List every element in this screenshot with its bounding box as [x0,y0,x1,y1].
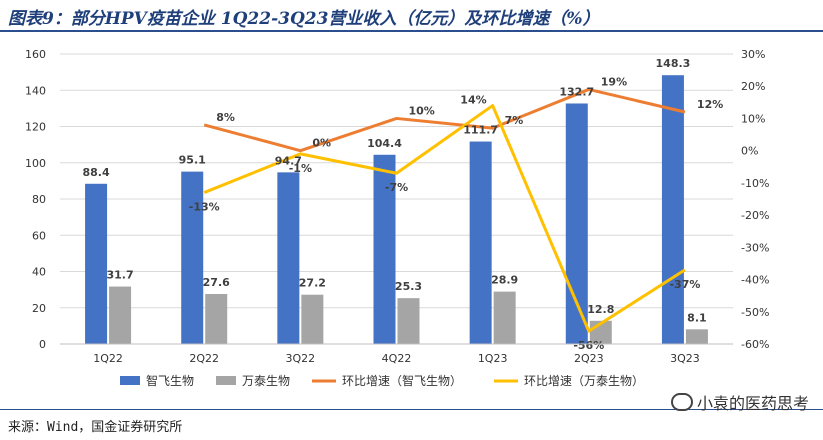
watermark-text: 小袁的医药思考 [696,394,809,413]
y-tick-label: 160 [25,48,46,61]
bar [469,141,492,344]
line-data-label: -13% [189,201,220,214]
bar-data-label: 88.4 [83,166,110,179]
y2-tick-label: -40% [741,274,769,287]
line-data-label: 7% [505,114,524,127]
y2-tick-label: -60% [741,338,769,351]
wechat-icon [670,393,693,411]
y-tick-label: 0 [39,338,46,351]
line-data-label: -37% [669,278,700,291]
bar-series [85,75,708,345]
y-tick-label: 20 [32,302,46,315]
line-data-label: -56% [573,339,604,352]
bar-data-label: 28.9 [491,274,518,287]
bar [685,329,708,344]
axes: 0 20 40 60 80 100 120 140 160 30% 20% 10% 0% -10% -20%… [25,48,769,365]
y2-tick-label: 10% [741,112,765,125]
grid-lines [60,53,733,345]
bar-data-label: 12.8 [587,303,614,316]
line-series [203,87,686,333]
y2-tick-label: 20% [741,80,765,93]
line-data-label: 10% [409,104,435,117]
y-tick-label: 80 [32,193,46,206]
line-data-label: 19% [601,75,627,88]
series-line [203,87,686,153]
legend-swatch [120,376,140,385]
line-data-label: 12% [697,98,723,111]
line-data-label: 8% [216,111,235,124]
x-tick-label: 4Q22 [382,352,412,365]
bar-data-label: 111.7 [463,124,498,137]
bar-data-label: 27.6 [203,276,230,289]
y2-tick-label: -20% [741,209,769,222]
bar-data-label: 132.7 [559,85,594,98]
bar [85,183,108,344]
bar-data-label: 8.1 [687,311,707,324]
bar [181,171,204,344]
x-tick-label: 1Q23 [478,352,508,365]
title-divider [0,30,823,32]
series-line [203,104,686,333]
y2-tick-label: 30% [741,48,765,61]
bar [565,103,588,344]
y-tick-label: 120 [25,121,46,134]
bar [661,75,684,345]
bar-data-label: 104.4 [367,137,402,150]
y2-tick-label: -30% [741,241,769,254]
page-title: 图表9：部分HPV疫苗企业 1Q22-3Q23营业收入（亿元）及环比增速（%） [8,9,600,29]
x-tick-label: 1Q22 [93,352,123,365]
footer-divider [0,409,823,410]
legend-label: 智飞生物 [146,373,194,388]
bar [205,293,228,344]
x-tick-label: 3Q23 [670,352,700,365]
legend-label: 万泰生物 [242,374,290,388]
y2-tick-label: -50% [741,306,769,319]
y-tick-label: 40 [32,266,46,279]
source-note: 来源：Wind，国金证券研究所 [8,420,183,435]
legend-swatch [216,376,236,385]
bar-data-label: 25.3 [395,280,422,293]
legend-label: 环比增速（万泰生物） [524,374,644,388]
x-tick-label: 2Q22 [189,352,219,365]
bar-data-label: 94.7 [275,154,302,167]
bar [277,172,300,344]
data-labels: 88.4 95.1 94.7 104.4 111.7 132.7 148.3 31.7 27.6… [83,57,724,352]
bar [397,298,420,344]
bar [301,294,324,344]
bar-data-label: 31.7 [107,269,134,282]
bar-data-label: 148.3 [656,57,691,70]
y2-tick-label: -10% [741,177,769,190]
x-tick-label: 2Q23 [574,352,604,365]
bar-data-label: 27.2 [299,277,326,290]
watermark: 小袁的医药思考 [670,390,809,414]
x-tick-label: 3Q22 [286,352,316,365]
bar [493,291,516,344]
y-tick-label: 60 [32,229,46,242]
line-data-label: -7% [385,181,408,194]
bar-data-label: 95.1 [179,154,206,167]
line-data-label: 0% [312,137,331,150]
legend: 智飞生物 万泰生物 环比增速（智飞生物） 环比增速（万泰生物） [120,373,644,388]
revenue-chart: 88.4 95.1 94.7 104.4 111.7 132.7 148.3 31.7 27.6… [25,48,769,388]
bar [373,154,396,344]
y2-tick-label: 0% [741,145,758,158]
line-data-label: -1% [289,162,312,175]
y-tick-label: 100 [25,157,46,170]
bar [109,286,132,344]
legend-label: 环比增速（智飞生物） [342,373,462,388]
y-tick-label: 140 [25,84,46,97]
line-data-label: 14% [460,94,486,107]
